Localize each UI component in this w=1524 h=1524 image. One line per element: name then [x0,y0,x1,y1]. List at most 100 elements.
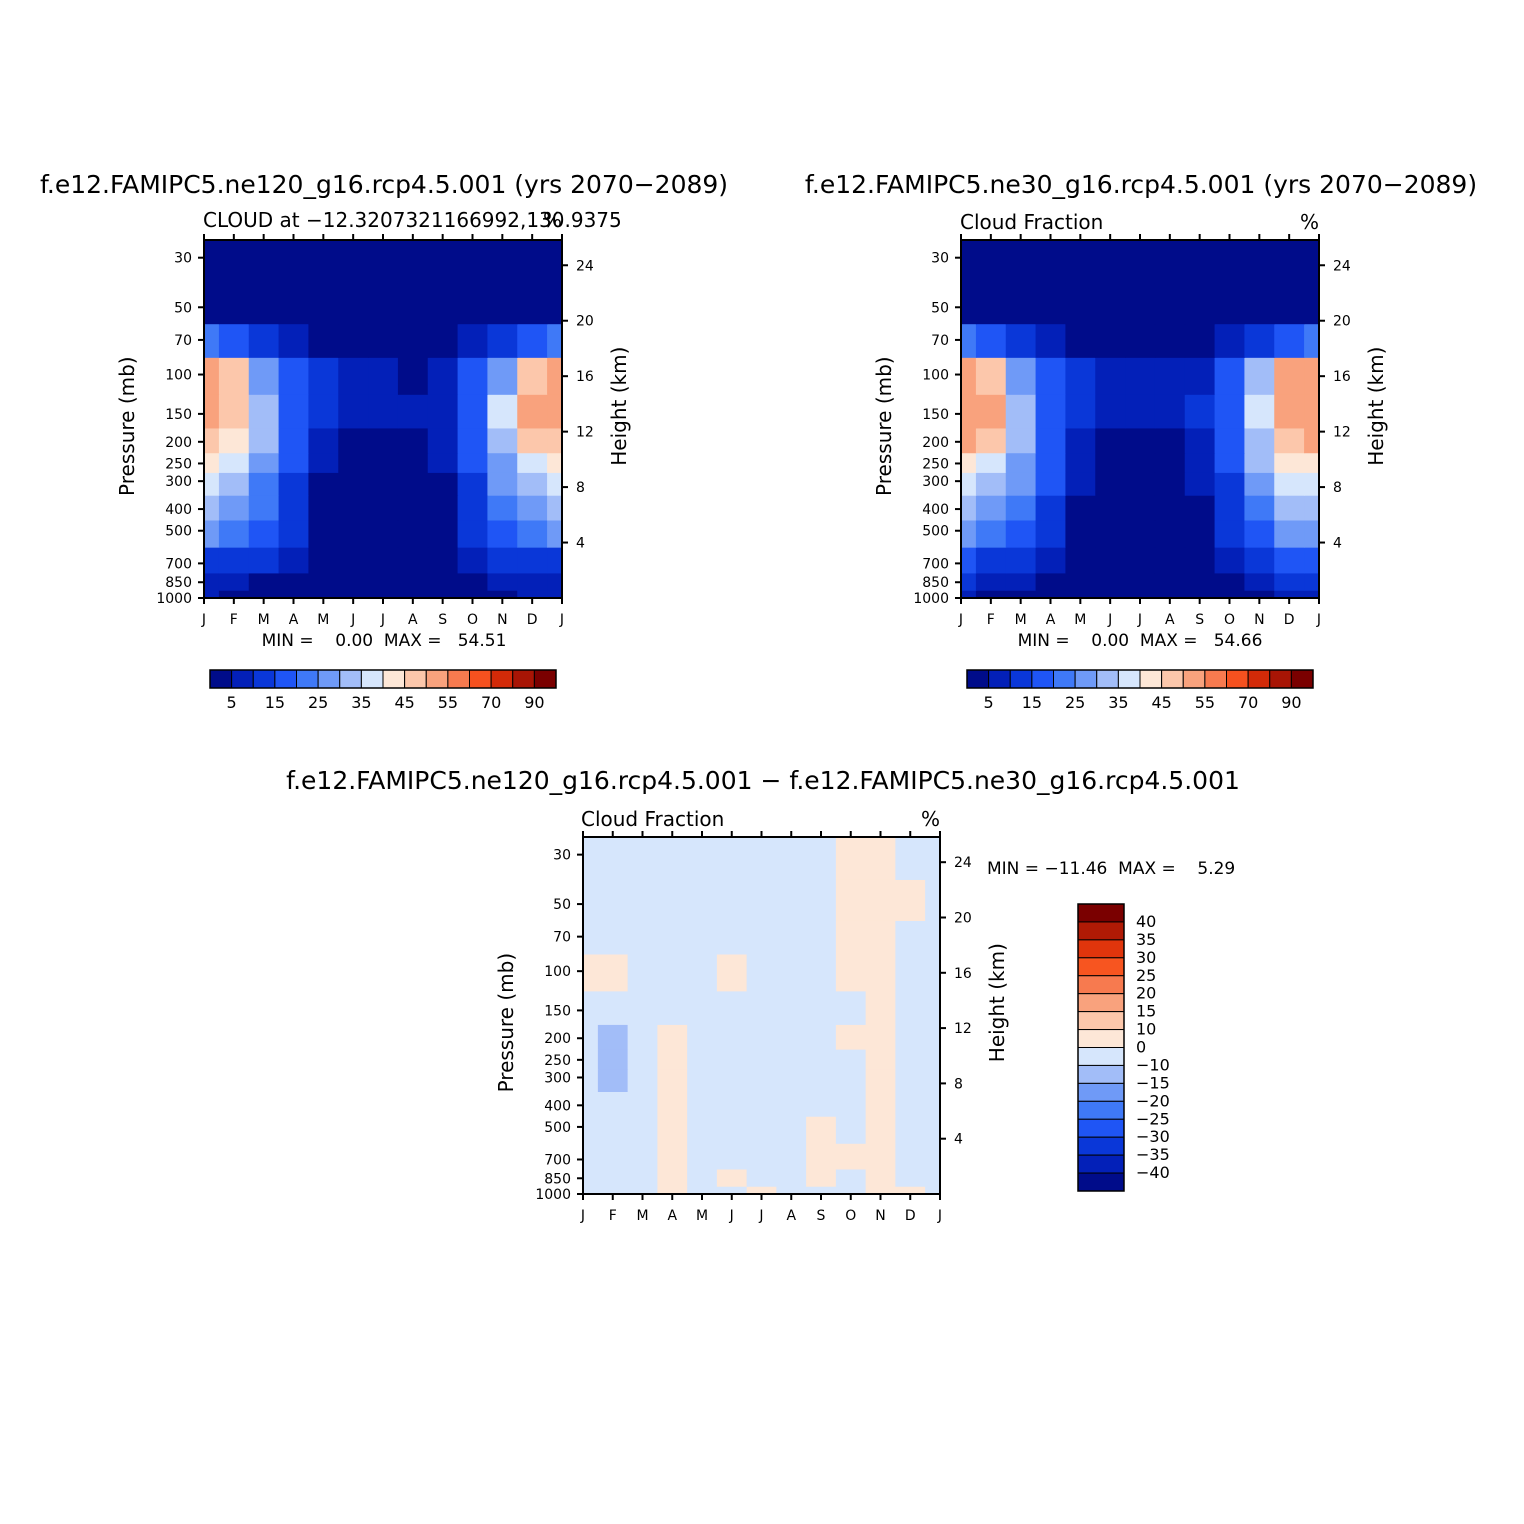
heatmap-cell [517,452,548,473]
heatmap-cell [427,240,459,284]
y-tick-label: 100 [922,368,949,384]
heatmap-cell [308,357,339,395]
heatmap-cell [1095,427,1126,454]
heatmap-cell [583,1068,599,1093]
heatmap-cell [1184,590,1216,599]
colorbar-box [1077,993,1125,1013]
heatmap-cell [397,547,429,574]
heatmap-cell [657,1186,688,1195]
heatmap-cell [657,1116,688,1144]
heatmap-cell [746,920,777,955]
x-tick-label: S [817,1208,826,1224]
heatmap-cell [583,920,599,955]
heatmap-cell [1035,572,1067,591]
heatmap-cell [1244,547,1275,574]
heatmap-cell [975,495,1007,521]
heatmap-cell [457,394,489,429]
heatmap-cell [746,953,777,992]
heatmap-cell [865,1116,896,1144]
heatmap-cell [368,472,399,496]
heatmap-cell [397,452,429,473]
y-right-tick-label: 16 [1333,369,1351,385]
x-tick-label: F [987,612,995,628]
heatmap-cell [597,1091,629,1117]
y-tick-label: 400 [544,1098,571,1114]
heatmap-cell [1154,519,1186,548]
heatmap-cell [397,495,429,521]
colorbar-label: 15 [1022,693,1042,712]
heatmap-cell [204,519,220,548]
heatmap-cell [487,427,518,454]
heatmap-cell [204,282,220,325]
x-tick-label: A [786,1208,796,1224]
heatmap-cell [776,879,807,921]
heatmap-cell [1125,282,1156,325]
heatmap-cell [865,837,896,880]
heatmap-cell [716,1168,748,1187]
panel2-units: % [1300,210,1319,234]
colorbar-frame [209,669,557,689]
heatmap-cell [687,1091,718,1117]
heatmap-cell [716,1116,748,1144]
heatmap-cell [597,1186,629,1195]
heatmap-cell [687,1068,718,1093]
heatmap-cell [1065,590,1096,599]
heatmap-cell [1184,282,1216,325]
heatmap-cell [1125,590,1156,599]
y-tick-label: 50 [553,897,571,913]
colorbar-label: −40 [1136,1163,1170,1182]
heatmap-cell [865,1186,896,1195]
heatmap-cell [517,472,548,496]
colorbar-label: 15 [1136,1002,1156,1021]
x-tick-label: J [1137,612,1142,628]
heatmap-cell [1005,547,1037,574]
colorbar-label: 0 [1136,1038,1146,1057]
x-tick-label: A [1046,612,1056,628]
heatmap-cell [397,240,429,284]
heatmap-cell [895,1091,926,1117]
y-tick-label: 250 [922,456,949,472]
heatmap-cell [1005,357,1037,395]
x-tick-label: J [958,612,963,628]
colorbar-box [1117,669,1141,689]
heatmap-cell [746,1186,777,1195]
heatmap-cell [895,920,926,955]
heatmap-cell [204,495,220,521]
colorbar-box [1077,1118,1125,1138]
heatmap-cell [1184,427,1216,454]
colorbar-label: 55 [1195,693,1215,712]
heatmap-cell [1304,519,1320,548]
heatmap-cell [218,427,250,454]
heatmap-cell [583,837,599,880]
heatmap-cell [961,547,977,574]
colorbar-label: −15 [1136,1073,1170,1092]
heatmap-cell [806,1049,837,1070]
heatmap-cell [1244,357,1275,395]
heatmap-cell [547,282,563,325]
y-right-tick-label: 8 [954,1076,963,1092]
heatmap-cell [1065,240,1096,284]
heatmap-cell [657,1168,688,1187]
y-tick-label: 250 [544,1053,571,1069]
heatmap-cell [338,495,369,521]
x-tick-label: J [1316,612,1321,628]
heatmap-cell [746,990,777,1025]
heatmap-cell [487,495,518,521]
heatmap-cell [925,879,941,921]
heatmap-cell [547,452,563,473]
heatmap-cell [776,837,807,880]
y-right-axis-label: Height (km) [985,943,1009,1062]
heatmap-cell [427,547,459,574]
heatmap-cell [1125,323,1156,358]
colorbar-box [1077,1011,1125,1031]
heatmap-cell [1184,357,1216,395]
heatmap-cell [687,1116,718,1144]
heatmap-cell [1035,323,1067,358]
heatmap-cell [457,495,489,521]
heatmap-cell [308,590,339,599]
heatmap-cell [716,1068,748,1093]
heatmap-cell [1184,394,1216,429]
heatmap-cell [278,547,310,574]
heatmap-cell [204,427,220,454]
heatmap-cell [1125,519,1156,548]
